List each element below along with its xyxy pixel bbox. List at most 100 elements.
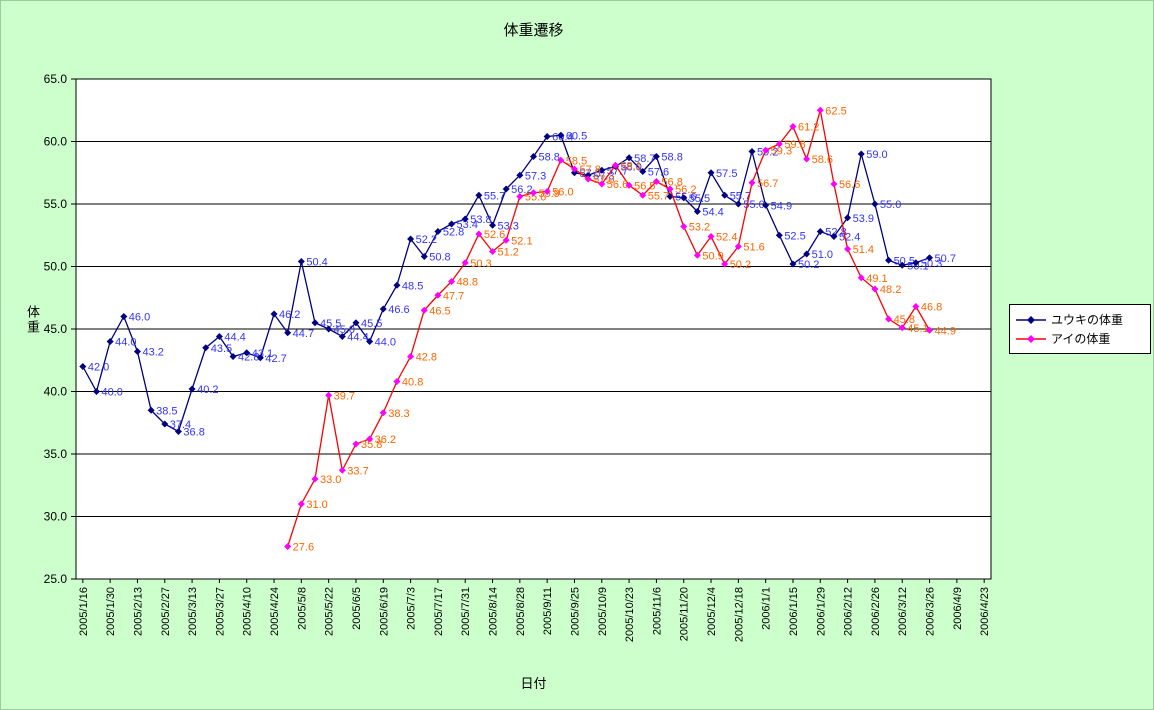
- legend-entry-yuuki[interactable]: ユウキの体重: [1016, 310, 1144, 329]
- data-point-marker[interactable]: [598, 180, 606, 188]
- data-point-marker[interactable]: [570, 165, 578, 173]
- data-point-marker[interactable]: [338, 466, 346, 474]
- data-point-marker[interactable]: [926, 254, 934, 262]
- data-point-marker[interactable]: [775, 140, 783, 148]
- data-point-marker[interactable]: [297, 258, 305, 265]
- data-point-marker[interactable]: [530, 153, 537, 160]
- data-point-marker[interactable]: [912, 259, 920, 267]
- data-point-marker[interactable]: [311, 475, 319, 483]
- data-point-marker[interactable]: [79, 363, 87, 370]
- data-point-marker[interactable]: [311, 319, 319, 327]
- data-point-marker[interactable]: [461, 259, 469, 267]
- legend-entry-ai[interactable]: アイの体重: [1016, 329, 1144, 348]
- data-point-marker[interactable]: [844, 214, 852, 222]
- data-point-marker[interactable]: [366, 338, 374, 345]
- data-point-marker[interactable]: [666, 185, 674, 193]
- data-point-marker[interactable]: [297, 500, 305, 508]
- data-point-marker[interactable]: [215, 333, 223, 340]
- data-point-marker[interactable]: [707, 233, 715, 240]
- data-point-marker[interactable]: [188, 385, 196, 393]
- data-point-marker[interactable]: [270, 310, 278, 318]
- data-point-marker[interactable]: [543, 188, 551, 195]
- data-point-marker[interactable]: [611, 161, 619, 169]
- data-point-marker[interactable]: [830, 233, 838, 240]
- data-point-marker[interactable]: [106, 338, 114, 345]
- data-point-marker[interactable]: [789, 123, 797, 130]
- data-point-marker[interactable]: [789, 260, 797, 268]
- data-point-marker[interactable]: [325, 391, 333, 399]
- data-point-marker[interactable]: [721, 260, 729, 268]
- data-point-marker[interactable]: [407, 353, 415, 360]
- data-point-marker[interactable]: [926, 326, 934, 334]
- data-point-marker[interactable]: [92, 388, 100, 395]
- data-point-marker[interactable]: [857, 274, 865, 282]
- data-point-marker[interactable]: [885, 315, 893, 323]
- data-point-marker[interactable]: [844, 245, 852, 253]
- data-point-marker[interactable]: [680, 223, 688, 230]
- data-point-marker[interactable]: [734, 200, 742, 208]
- data-point-marker[interactable]: [530, 189, 537, 197]
- data-point-marker[interactable]: [147, 406, 155, 414]
- data-point-marker[interactable]: [489, 221, 497, 229]
- data-point-marker[interactable]: [489, 248, 497, 255]
- data-point-marker[interactable]: [693, 208, 701, 215]
- data-point-marker[interactable]: [434, 291, 442, 299]
- data-point-marker[interactable]: [284, 543, 292, 550]
- data-point-marker[interactable]: [652, 178, 660, 185]
- data-point-marker[interactable]: [543, 133, 551, 140]
- data-point-marker[interactable]: [912, 303, 920, 310]
- data-point-marker[interactable]: [707, 169, 715, 177]
- data-point-marker[interactable]: [325, 325, 333, 333]
- data-point-marker[interactable]: [803, 250, 811, 258]
- data-point-marker[interactable]: [229, 353, 237, 360]
- legend[interactable]: ユウキの体重 アイの体重: [1009, 304, 1151, 354]
- data-point-marker[interactable]: [284, 329, 292, 337]
- data-point-marker[interactable]: [516, 171, 524, 179]
- data-point-marker[interactable]: [762, 146, 770, 154]
- data-point-marker[interactable]: [338, 333, 346, 340]
- data-point-marker[interactable]: [393, 378, 401, 385]
- data-point-marker[interactable]: [379, 305, 387, 313]
- data-point-marker[interactable]: [693, 251, 701, 259]
- data-point-marker[interactable]: [475, 230, 483, 238]
- data-point-marker[interactable]: [379, 409, 387, 417]
- data-point-marker[interactable]: [393, 281, 401, 289]
- data-point-marker[interactable]: [762, 201, 770, 209]
- data-point-marker[interactable]: [775, 231, 783, 239]
- data-point-marker[interactable]: [557, 131, 565, 139]
- data-point-marker[interactable]: [871, 285, 879, 293]
- data-point-marker[interactable]: [639, 191, 647, 199]
- data-point-marker[interactable]: [502, 185, 510, 193]
- data-point-marker[interactable]: [830, 180, 838, 188]
- data-point-marker[interactable]: [448, 278, 456, 285]
- data-point-marker[interactable]: [885, 256, 893, 264]
- data-point-marker[interactable]: [625, 154, 633, 162]
- data-point-marker[interactable]: [420, 306, 428, 314]
- data-point-marker[interactable]: [475, 191, 483, 199]
- data-point-marker[interactable]: [407, 235, 415, 243]
- data-point-marker[interactable]: [680, 194, 688, 202]
- data-point-marker[interactable]: [461, 215, 469, 223]
- data-point-marker[interactable]: [898, 324, 906, 332]
- data-point-marker[interactable]: [366, 435, 374, 443]
- data-point-marker[interactable]: [448, 220, 456, 228]
- data-point-marker[interactable]: [120, 313, 128, 320]
- data-point-marker[interactable]: [871, 200, 879, 208]
- data-point-marker[interactable]: [202, 344, 210, 352]
- data-point-marker[interactable]: [352, 319, 360, 327]
- data-point-marker[interactable]: [584, 175, 592, 183]
- data-point-marker[interactable]: [598, 166, 606, 174]
- data-point-marker[interactable]: [516, 193, 524, 200]
- data-point-marker[interactable]: [557, 156, 565, 164]
- data-point-marker[interactable]: [256, 354, 264, 362]
- data-point-marker[interactable]: [434, 228, 442, 235]
- data-point-marker[interactable]: [816, 228, 824, 235]
- data-point-marker[interactable]: [816, 106, 824, 114]
- data-point-marker[interactable]: [857, 150, 865, 158]
- data-point-marker[interactable]: [161, 420, 169, 428]
- data-point-marker[interactable]: [748, 148, 756, 155]
- data-point-marker[interactable]: [174, 428, 182, 435]
- data-point-marker[interactable]: [639, 168, 647, 175]
- data-point-marker[interactable]: [420, 253, 428, 260]
